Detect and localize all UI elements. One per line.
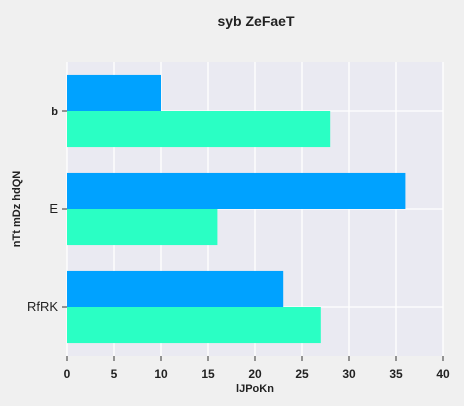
bar-series-2-b <box>67 111 331 148</box>
x-tick-label: 40 <box>436 367 450 381</box>
x-axis-label: lJPoKn <box>236 383 274 395</box>
bar-series-1-RfRK <box>67 270 284 307</box>
y-axis-ticks: b E RfRK <box>27 106 67 314</box>
x-axis-ticks: 0 5 10 15 20 25 30 35 40 <box>64 356 450 381</box>
x-tick-label: 20 <box>248 367 262 381</box>
x-tick-label: 15 <box>201 367 215 381</box>
x-tick-label: 25 <box>295 367 309 381</box>
y-axis-label: nTt mDz hdQN <box>11 171 23 247</box>
x-tick-label: 30 <box>342 367 356 381</box>
bar-series-1-b <box>67 74 161 111</box>
y-tick-label: E <box>49 201 58 216</box>
x-tick-label: 35 <box>389 367 403 381</box>
x-tick-label: 10 <box>154 367 168 381</box>
x-tick-label: 0 <box>64 367 71 381</box>
y-tick-label: b <box>51 106 58 118</box>
bar-series-1-E <box>67 172 406 209</box>
chart-title: syb ZeFaeT <box>217 13 294 29</box>
bar-series-2-E <box>67 209 218 246</box>
y-tick-label: RfRK <box>27 299 58 314</box>
bars <box>67 74 406 344</box>
bar-series-2-RfRK <box>67 307 321 344</box>
x-tick-label: 5 <box>111 367 118 381</box>
